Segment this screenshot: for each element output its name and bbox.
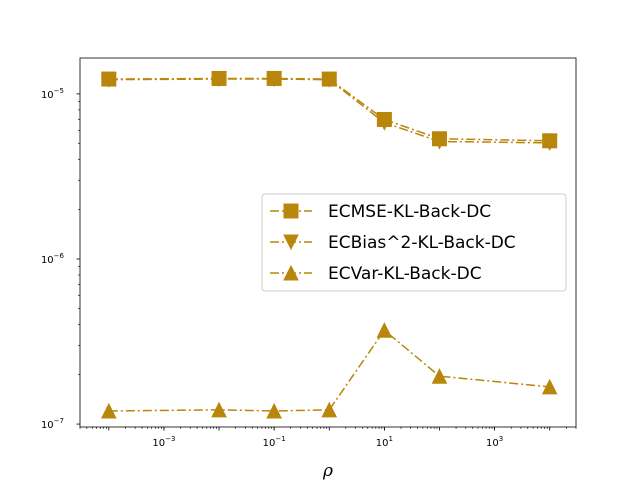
data-point-marker — [321, 401, 338, 418]
series-triangle-up — [101, 322, 558, 419]
legend-entry: ECVar-KL-Back-DC — [270, 264, 482, 284]
data-point-marker — [431, 368, 448, 384]
legend-entry: ECBias^2-KL-Back-DC — [270, 233, 516, 253]
series-triangle-down — [101, 71, 558, 152]
y-tick-label: 10−6 — [41, 252, 65, 266]
legend-label: ECMSE-KL-Back-DC — [328, 202, 491, 222]
data-point-marker — [101, 72, 117, 88]
legend-entry: ECMSE-KL-Back-DC — [270, 202, 491, 222]
legend-marker — [283, 234, 299, 251]
legend: ECMSE-KL-Back-DC ECBias^2-KL-Back-DC ECVar… — [261, 193, 567, 292]
x-tick-label: 101 — [376, 435, 393, 449]
legend-box — [261, 193, 567, 292]
data-point-marker — [211, 71, 227, 88]
data-point-marker — [101, 402, 117, 419]
data-point-marker — [376, 115, 393, 131]
y-tick-label: 10−7 — [41, 417, 64, 431]
axes-frame — [79, 57, 577, 428]
y-tick-label: 10−5 — [41, 87, 64, 101]
x-axis-label: ρ — [322, 461, 333, 480]
data-point-marker — [541, 378, 558, 395]
data-point-marker — [376, 322, 393, 338]
x-tick-label: 10−3 — [152, 435, 175, 449]
data-point-marker — [266, 402, 282, 419]
data-point-marker — [541, 135, 558, 152]
legend-marker — [283, 264, 299, 281]
data-point-marker — [266, 71, 282, 88]
legend-marker — [283, 203, 299, 219]
legend-label: ECVar-KL-Back-DC — [328, 264, 482, 284]
legend-label: ECBias^2-KL-Back-DC — [328, 233, 516, 253]
x-tick-label: 103 — [486, 435, 503, 449]
ticks-layer: 10−3 10−1 101 103 10−7 10−6 10−5 — [41, 87, 577, 449]
data-point-marker — [431, 133, 448, 150]
plot-layer — [101, 70, 558, 419]
x-tick-label: 10−1 — [263, 435, 286, 449]
data-point-marker — [211, 401, 227, 418]
data-point-marker — [321, 72, 338, 88]
